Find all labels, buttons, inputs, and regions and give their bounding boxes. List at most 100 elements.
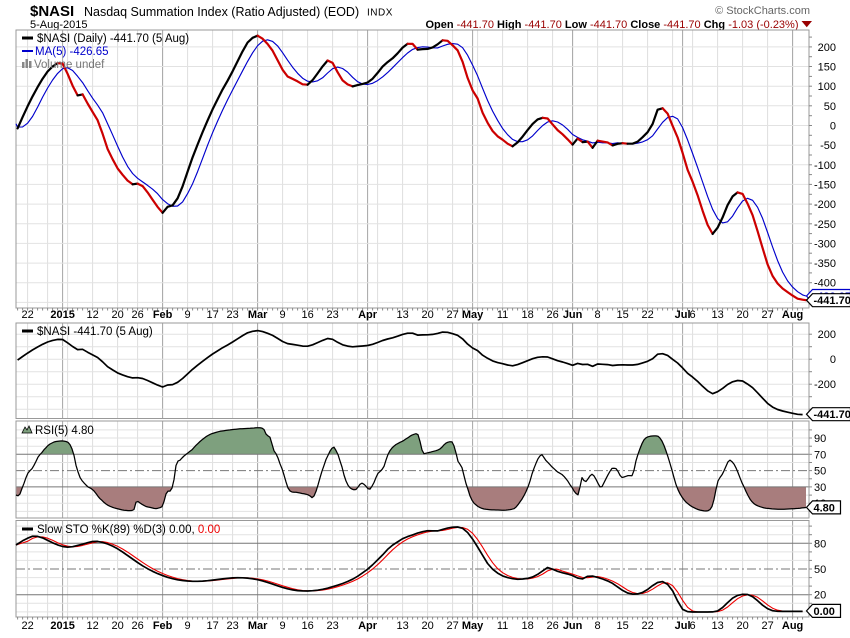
svg-text:-50: -50 <box>820 140 836 152</box>
svg-text:13: 13 <box>396 309 408 321</box>
svg-text:9: 9 <box>185 309 191 321</box>
svg-text:150: 150 <box>818 62 836 74</box>
svg-text:26: 26 <box>546 620 558 632</box>
svg-text:Feb: Feb <box>153 620 173 632</box>
svg-text:8: 8 <box>595 620 601 632</box>
svg-text:20: 20 <box>814 590 826 602</box>
svg-text:26: 26 <box>131 620 143 632</box>
svg-text:-100: -100 <box>814 160 836 172</box>
svg-text:30: 30 <box>814 482 826 494</box>
svg-text:26: 26 <box>546 309 558 321</box>
svg-text:13: 13 <box>396 620 408 632</box>
svg-text:May: May <box>462 620 484 632</box>
svg-text:Aug: Aug <box>782 309 803 321</box>
svg-text:0: 0 <box>830 121 836 133</box>
svg-text:2015: 2015 <box>50 620 74 632</box>
svg-text:23: 23 <box>326 620 338 632</box>
svg-text:Aug: Aug <box>782 620 803 632</box>
svg-text:© StockCharts.com: © StockCharts.com <box>715 5 810 17</box>
svg-text:22: 22 <box>21 620 33 632</box>
svg-text:-400: -400 <box>814 278 836 290</box>
svg-text:$NASI -441.70 (5 Aug): $NASI -441.70 (5 Aug) <box>37 326 153 338</box>
svg-text:INDX: INDX <box>367 8 393 19</box>
svg-text:27: 27 <box>446 620 458 632</box>
svg-text:27: 27 <box>761 620 773 632</box>
svg-text:$NASI: $NASI <box>30 3 74 20</box>
svg-text:May: May <box>462 309 484 321</box>
svg-text:12: 12 <box>86 309 98 321</box>
svg-text:Feb: Feb <box>153 309 173 321</box>
svg-text:17: 17 <box>206 620 218 632</box>
svg-text:80: 80 <box>814 538 826 550</box>
svg-text:20: 20 <box>736 309 748 321</box>
svg-text:4.80: 4.80 <box>814 502 835 514</box>
svg-text:20: 20 <box>111 309 123 321</box>
svg-text:2015: 2015 <box>50 309 74 321</box>
svg-text:200: 200 <box>818 42 836 54</box>
svg-text:9: 9 <box>185 620 191 632</box>
svg-text:9: 9 <box>280 620 286 632</box>
svg-text:Nasdaq Summation Index (Ratio: Nasdaq Summation Index (Ratio Adjusted) … <box>84 5 359 19</box>
svg-text:MA(5) -426.65: MA(5) -426.65 <box>35 46 109 58</box>
svg-text:70: 70 <box>814 449 826 461</box>
svg-text:22: 22 <box>641 309 653 321</box>
svg-text:-150: -150 <box>814 179 836 191</box>
svg-text:90: 90 <box>814 433 826 445</box>
svg-text:23: 23 <box>226 620 238 632</box>
svg-text:-441.70: -441.70 <box>814 295 850 307</box>
svg-text:12: 12 <box>86 620 98 632</box>
svg-text:13: 13 <box>711 309 723 321</box>
svg-text:Mar: Mar <box>248 620 268 632</box>
svg-text:20: 20 <box>736 620 748 632</box>
svg-text:Open -441.70 High -441.70 Lo: Open -441.70 High -441.70 Low -441.70 Cl… <box>425 19 798 31</box>
svg-text:16: 16 <box>301 620 313 632</box>
svg-text:-200: -200 <box>814 199 836 211</box>
svg-text:16: 16 <box>301 309 313 321</box>
svg-text:20: 20 <box>111 620 123 632</box>
svg-text:20: 20 <box>421 620 433 632</box>
svg-text:Apr: Apr <box>358 309 378 321</box>
svg-text:6: 6 <box>690 620 696 632</box>
svg-text:17: 17 <box>206 309 218 321</box>
svg-text:27: 27 <box>761 309 773 321</box>
svg-text:20: 20 <box>421 309 433 321</box>
svg-text:Jul: Jul <box>675 620 691 632</box>
svg-text:22: 22 <box>641 620 653 632</box>
svg-text:Jul: Jul <box>675 309 691 321</box>
svg-text:Jun: Jun <box>563 309 583 321</box>
svg-text:0: 0 <box>830 354 836 366</box>
svg-text:-250: -250 <box>814 219 836 231</box>
svg-text:22: 22 <box>21 309 33 321</box>
svg-text:50: 50 <box>814 466 826 478</box>
svg-text:-441.70: -441.70 <box>814 409 850 421</box>
svg-text:8: 8 <box>595 309 601 321</box>
svg-text:50: 50 <box>824 101 836 113</box>
svg-text:50: 50 <box>814 564 826 576</box>
svg-text:5-Aug-2015: 5-Aug-2015 <box>30 19 88 31</box>
svg-text:RSI(5) 4.80: RSI(5) 4.80 <box>35 425 94 437</box>
svg-text:26: 26 <box>131 309 143 321</box>
svg-text:Volume undef: Volume undef <box>34 59 105 71</box>
svg-text:6: 6 <box>690 309 696 321</box>
svg-text:200: 200 <box>818 329 836 341</box>
svg-text:15: 15 <box>616 309 628 321</box>
svg-text:13: 13 <box>711 620 723 632</box>
svg-text:18: 18 <box>521 309 533 321</box>
svg-text:-200: -200 <box>814 379 836 391</box>
svg-text:Mar: Mar <box>248 309 268 321</box>
svg-text:9: 9 <box>280 309 286 321</box>
svg-text:0.00: 0.00 <box>814 606 835 618</box>
svg-text:23: 23 <box>326 309 338 321</box>
svg-text:Apr: Apr <box>358 620 378 632</box>
svg-text:27: 27 <box>446 309 458 321</box>
svg-text:11: 11 <box>497 620 508 632</box>
svg-text:Jun: Jun <box>563 620 583 632</box>
svg-text:100: 100 <box>818 81 836 93</box>
svg-text:23: 23 <box>226 309 238 321</box>
svg-text:18: 18 <box>521 620 533 632</box>
svg-text:11: 11 <box>497 309 508 321</box>
svg-text:$NASI (Daily) -441.70 (5 Aug): $NASI (Daily) -441.70 (5 Aug) <box>37 33 189 45</box>
svg-text:Slow STO %K(89) %D(3) 0.00, 0.: Slow STO %K(89) %D(3) 0.00, 0.00 <box>37 524 220 536</box>
svg-text:-350: -350 <box>814 258 836 270</box>
svg-text:-300: -300 <box>814 238 836 250</box>
